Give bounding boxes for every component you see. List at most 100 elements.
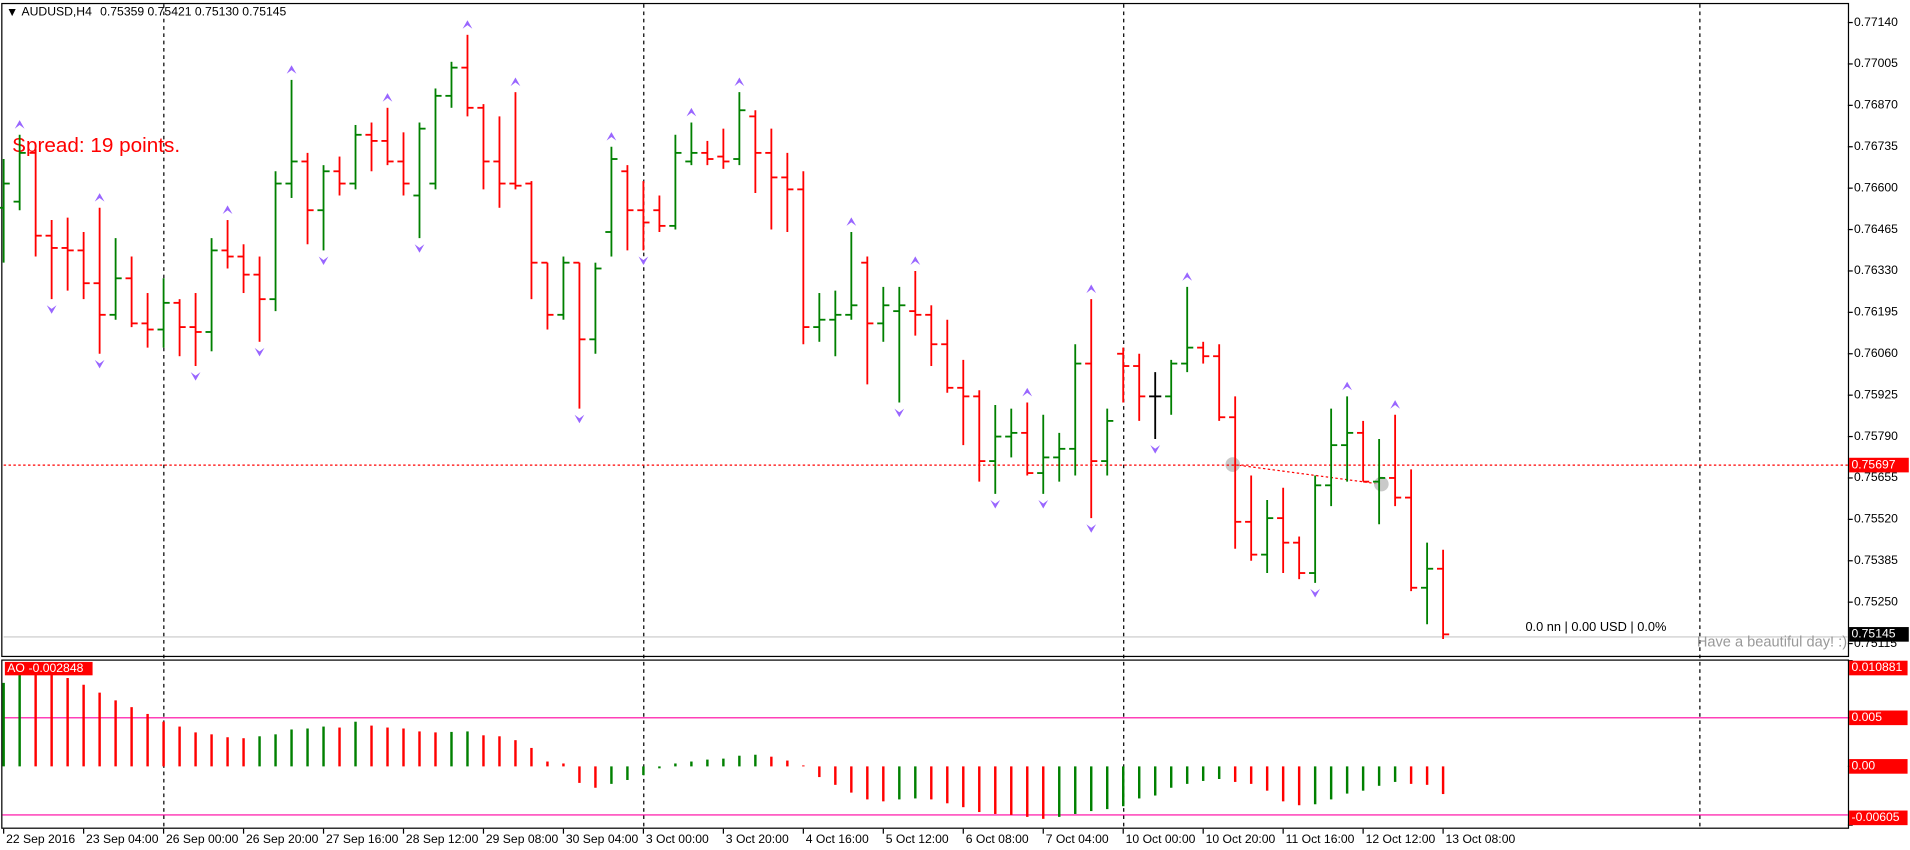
ao-tick-label: 0.00 — [1852, 759, 1876, 773]
x-tick-label: 26 Sep 20:00 — [246, 832, 319, 846]
ohlc-bar — [349, 124, 362, 190]
bid-label-box — [1849, 457, 1909, 473]
ohlc-bar — [637, 181, 650, 251]
ohlc-bar — [285, 79, 298, 198]
fractal-down — [254, 347, 265, 357]
spread-text: Spread: 19 points. — [12, 134, 180, 157]
fractal-down — [1310, 588, 1321, 598]
ohlc-bar — [381, 107, 394, 166]
fractal-down — [1086, 524, 1097, 533]
ohlc-bar — [1261, 500, 1274, 574]
ohlc-bar — [141, 293, 154, 348]
fractal-up — [1342, 381, 1353, 391]
x-tick-label: 27 Sep 16:00 — [326, 832, 399, 846]
ohlc-bar — [413, 122, 426, 239]
ao-name: AO — [7, 661, 25, 675]
ao-label-box — [4, 661, 93, 676]
fractal-up — [1086, 284, 1097, 294]
x-tick-label: 3 Oct 00:00 — [646, 832, 709, 846]
fractal-up — [462, 20, 473, 29]
ohlc-bar — [221, 220, 234, 269]
ohlc-bar — [1309, 475, 1322, 583]
ohlc-bar — [1133, 353, 1146, 421]
ohlc-bar — [93, 207, 106, 354]
ao-label: AO -0.002848 — [7, 661, 83, 675]
y-tick-label: 0.76465 — [1854, 222, 1898, 236]
ohlc-bar — [797, 171, 810, 345]
y-tick-label: 0.76060 — [1854, 346, 1898, 360]
ohlc-bar — [557, 256, 570, 320]
ohlc-bar — [0, 159, 10, 263]
ohlc-bar — [765, 128, 778, 230]
x-tick-label: 30 Sep 04:00 — [566, 832, 639, 846]
y-tick-label: 0.75520 — [1854, 512, 1898, 526]
ohlc-bar — [1245, 475, 1258, 561]
ohlc-bar — [525, 181, 538, 300]
fractal-up — [222, 205, 233, 214]
fractal-up — [286, 65, 297, 74]
ohlc-bar — [461, 34, 474, 117]
ohlc-bar — [973, 390, 986, 482]
ohlc-bar — [1389, 414, 1402, 507]
ohlc-bar — [605, 146, 618, 257]
ohlc-bar — [1357, 420, 1370, 483]
main-frame — [1, 2, 1850, 658]
fractal-up — [910, 256, 921, 265]
ohlc-bar — [1149, 372, 1162, 440]
ohlc-bar — [893, 286, 906, 403]
ohlc-bar — [845, 232, 858, 320]
ohlc-bar — [333, 156, 346, 196]
ohlc-bar — [1277, 487, 1290, 574]
period-separators — [163, 4, 1701, 829]
ohlc-bar — [861, 256, 874, 385]
fractal-up — [1182, 272, 1193, 281]
ohlc-bar — [1229, 396, 1242, 549]
ohlc-bar — [1421, 542, 1434, 625]
y-tick-label: 0.76195 — [1854, 305, 1898, 319]
x-tick-label: 26 Sep 00:00 — [166, 832, 239, 846]
x-tick-label: 11 Oct 16:00 — [1286, 832, 1355, 846]
fractal-down — [190, 372, 201, 381]
fractal-down — [94, 359, 105, 369]
x-tick-label: 5 Oct 12:00 — [886, 832, 949, 846]
trend-object — [1225, 457, 1389, 492]
ohlc-bar — [925, 305, 938, 367]
ohlc-bar — [621, 165, 634, 251]
ao-frame — [1, 659, 1850, 829]
fractal-down — [318, 256, 329, 266]
y-tick-label: 0.75655 — [1854, 470, 1898, 484]
ohlc-bar — [29, 149, 42, 257]
ohlc-bar — [1373, 439, 1386, 525]
close-label-box — [1849, 627, 1909, 642]
y-tick-label: 0.77005 — [1854, 56, 1898, 70]
ohlc-bar — [109, 238, 122, 320]
ohlc-bar — [1021, 402, 1034, 476]
fractal-down — [638, 256, 649, 266]
ohlc-bar — [173, 299, 186, 357]
x-tick-label: 28 Sep 12:00 — [406, 832, 479, 846]
ao-value: -0.002848 — [29, 661, 84, 675]
x-tick-label: 13 Oct 08:00 — [1446, 832, 1516, 846]
fractal-down — [414, 244, 425, 253]
ohlc-bar — [877, 286, 890, 342]
fractal-up — [606, 132, 617, 141]
ohlc-bar — [77, 232, 90, 300]
ohlc-bar — [733, 92, 746, 166]
fractal-up — [1390, 400, 1400, 409]
header-close: 0.75145 — [242, 5, 286, 19]
ohlc-bar — [781, 152, 794, 233]
ohlc-bar — [1293, 536, 1306, 580]
ohlc-bar — [509, 92, 522, 190]
y-tick-label: 0.76330 — [1854, 263, 1898, 277]
y-tick-label: 0.77140 — [1854, 15, 1898, 29]
ohlc-bar — [13, 134, 26, 211]
ohlc-bar — [1101, 408, 1114, 476]
ohlc-bar — [749, 110, 762, 194]
ohlc-bar — [573, 261, 586, 409]
ao-tick-label: 0.005 — [1852, 710, 1883, 724]
fractal-down — [46, 305, 57, 314]
ohlc-bar — [365, 122, 378, 172]
ohlc-bar — [589, 262, 602, 354]
ohlc-bar — [445, 61, 458, 108]
